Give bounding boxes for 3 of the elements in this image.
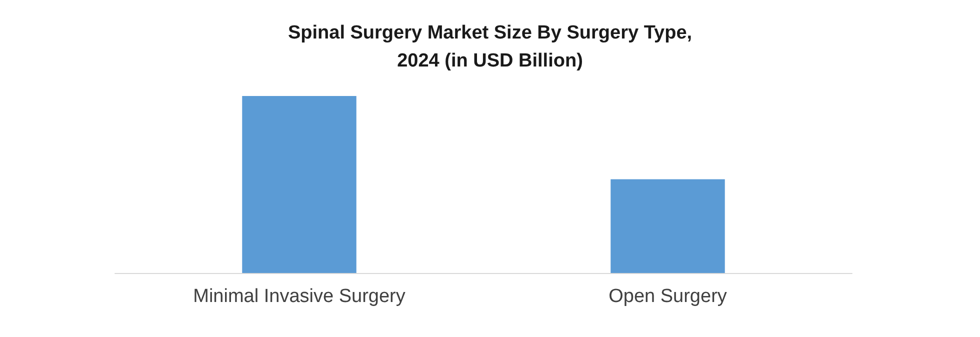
x-tick-label: Minimal Invasive Surgery (193, 286, 406, 307)
x-tick-label: Open Surgery (608, 286, 728, 307)
chart-title: Spinal Surgery Market Size By Surgery Type, 2024 (in USD Billion) (288, 22, 692, 72)
